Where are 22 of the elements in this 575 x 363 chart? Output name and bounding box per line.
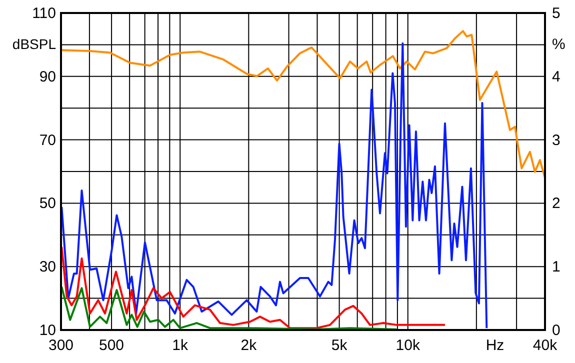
x-tick-label: 300	[48, 337, 74, 354]
y2-tick-label: 4	[552, 68, 560, 86]
x-tick-label: 2k	[240, 337, 258, 354]
x-tick-label: 1k	[172, 337, 189, 354]
x-tick-label: 40k	[532, 337, 558, 354]
y2-tick-label: 2	[552, 195, 560, 212]
y-tick-label: 70	[39, 132, 56, 149]
y-tick-label: 50	[39, 195, 56, 212]
y-tick-label: 110	[32, 5, 56, 22]
y-tick-label: 90	[39, 68, 56, 86]
y-axis-title: dBSPL	[12, 36, 56, 52]
y-tick-label: 30	[39, 258, 56, 276]
x-tick-label: 500	[99, 337, 124, 354]
y2-tick-label: 1	[552, 258, 560, 276]
y2-tick-label: 5	[552, 5, 560, 22]
x-tick-label: 5k	[331, 337, 348, 354]
y2-axis-title: %	[552, 36, 566, 53]
y2-tick-label: 0	[552, 322, 560, 339]
x-axis-title: Hz	[486, 337, 504, 354]
y-tick-label: 10	[39, 322, 56, 339]
y2-tick-label: 3	[552, 132, 560, 149]
x-tick-label: 10k	[396, 337, 420, 354]
